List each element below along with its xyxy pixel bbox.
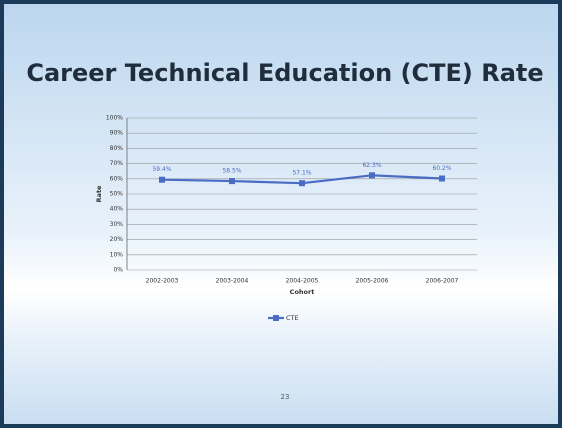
- y-tick-label: 0%: [113, 267, 123, 274]
- y-tick-label: 40%: [110, 206, 124, 213]
- x-tick-label: 2005-2006: [356, 278, 389, 285]
- x-tick-label: 2002-2003: [146, 278, 179, 285]
- legend-marker: [273, 315, 279, 321]
- data-label: 59.4%: [152, 166, 171, 173]
- data-point: [369, 172, 375, 179]
- y-tick-label: 90%: [110, 130, 124, 137]
- page-number: 23: [281, 393, 290, 401]
- y-tick-label: 10%: [110, 251, 124, 258]
- data-label: 60.2%: [432, 165, 451, 172]
- y-tick-label: 70%: [110, 160, 124, 167]
- legend-label: CTE: [286, 314, 299, 322]
- y-tick-label: 20%: [110, 236, 124, 243]
- slide-background: [4, 4, 558, 424]
- x-tick-label: 2003-2004: [216, 278, 249, 285]
- x-tick-label: 2006-2007: [426, 278, 459, 285]
- y-axis-label: Rate: [95, 185, 103, 202]
- y-tick-label: 50%: [110, 191, 124, 198]
- data-point: [159, 176, 165, 183]
- data-point: [229, 178, 235, 185]
- y-tick-label: 80%: [110, 145, 124, 152]
- y-tick-label: 60%: [110, 175, 124, 182]
- x-tick-label: 2004-2005: [286, 278, 319, 285]
- data-label: 57.1%: [292, 170, 311, 177]
- y-tick-label: 30%: [110, 221, 124, 228]
- x-axis-label: Cohort: [290, 288, 315, 296]
- y-tick-label: 100%: [106, 115, 123, 122]
- data-label: 62.3%: [362, 162, 381, 169]
- data-point: [299, 180, 305, 187]
- data-label: 58.5%: [222, 168, 241, 175]
- chart-title: Career Technical Education (CTE) Rate: [26, 59, 543, 87]
- data-point: [439, 175, 445, 182]
